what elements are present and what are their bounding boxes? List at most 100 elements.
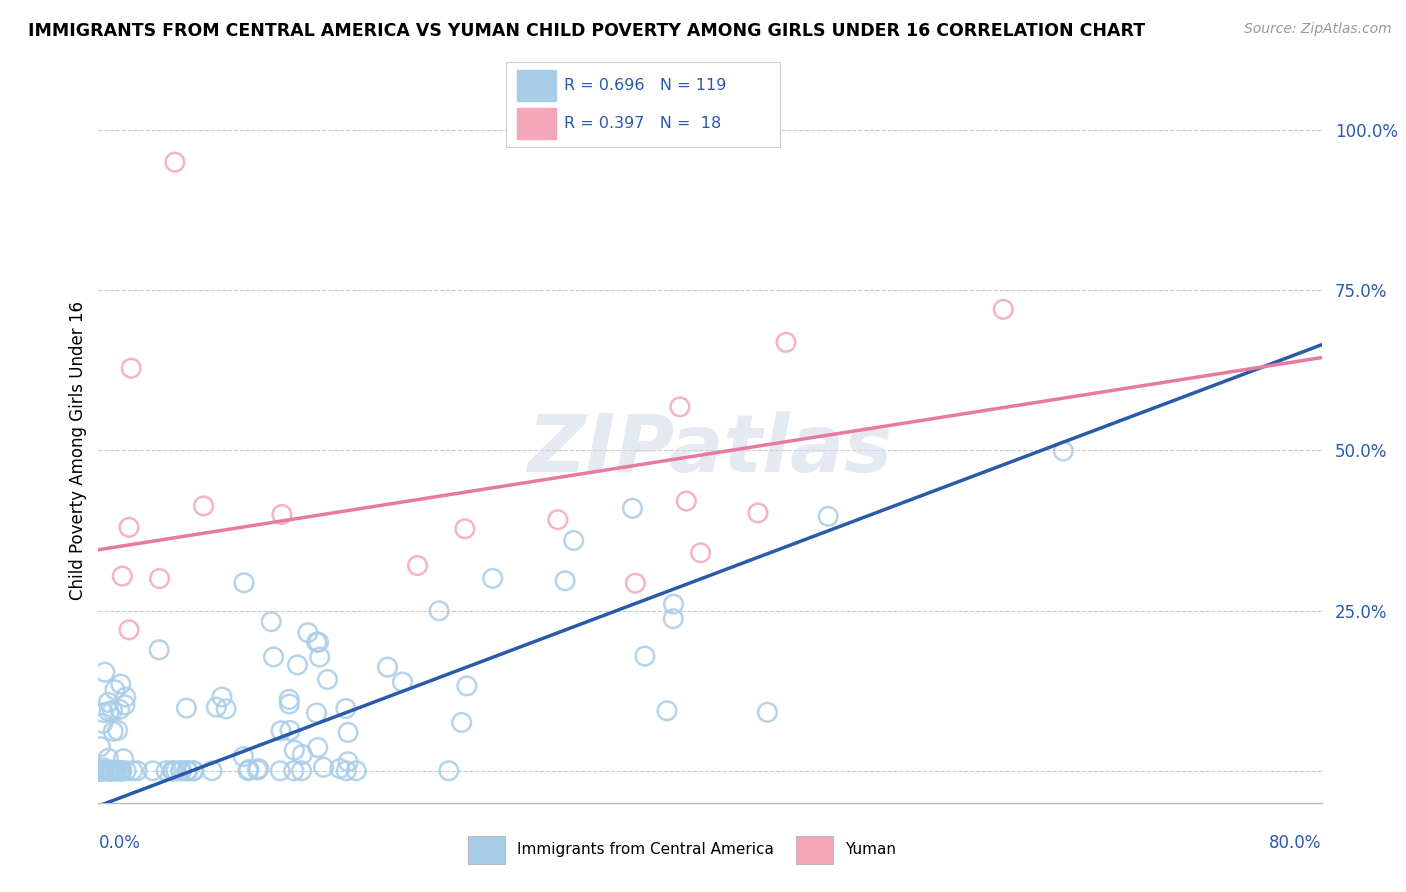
Text: 0.0%: 0.0%	[98, 834, 141, 852]
Point	[177, 764, 200, 778]
Point	[454, 522, 477, 536]
Point	[193, 499, 215, 513]
Point	[291, 747, 314, 762]
Point	[100, 764, 122, 778]
Point	[120, 361, 142, 376]
Point	[377, 660, 399, 674]
Point	[993, 302, 1015, 317]
Point	[481, 571, 503, 585]
Point	[118, 520, 141, 534]
Point	[183, 764, 205, 778]
Point	[93, 761, 115, 775]
Point	[181, 764, 204, 778]
Point	[148, 642, 170, 657]
Point	[305, 635, 328, 649]
Point	[110, 764, 132, 778]
Bar	[517, 70, 555, 101]
Point	[621, 501, 644, 516]
Text: R = 0.397   N =  18: R = 0.397 N = 18	[564, 116, 721, 131]
Point	[287, 657, 309, 672]
Point	[201, 764, 224, 778]
Point	[263, 649, 285, 664]
Point	[747, 506, 769, 520]
Point	[93, 764, 115, 778]
Point	[305, 706, 328, 720]
Point	[344, 764, 367, 778]
Point	[427, 604, 450, 618]
Point	[270, 723, 292, 738]
Point	[1052, 444, 1074, 458]
Point	[127, 764, 149, 778]
Text: Yuman: Yuman	[845, 842, 896, 857]
Point	[93, 706, 115, 720]
Point	[662, 612, 685, 626]
Point	[89, 764, 111, 778]
Point	[406, 558, 429, 573]
Point	[269, 764, 291, 778]
Point	[87, 764, 110, 778]
Point	[232, 749, 254, 764]
Bar	[796, 836, 832, 863]
Point	[87, 764, 110, 778]
Point	[278, 692, 301, 706]
Point	[335, 701, 357, 715]
Point	[110, 764, 132, 778]
Point	[108, 764, 131, 778]
Point	[290, 764, 312, 778]
Point	[97, 695, 120, 709]
Point	[91, 716, 114, 731]
Point	[437, 764, 460, 778]
Point	[662, 597, 685, 611]
Point	[297, 625, 319, 640]
Point	[308, 650, 330, 665]
Point	[238, 763, 260, 777]
Point	[817, 509, 839, 524]
Point	[278, 697, 301, 711]
Point	[205, 700, 228, 714]
Point	[98, 764, 121, 778]
Point	[118, 623, 141, 637]
Point	[312, 760, 335, 774]
Text: IMMIGRANTS FROM CENTRAL AMERICA VS YUMAN CHILD POVERTY AMONG GIRLS UNDER 16 CORR: IMMIGRANTS FROM CENTRAL AMERICA VS YUMAN…	[28, 22, 1146, 40]
Point	[111, 569, 134, 583]
Point	[100, 764, 122, 778]
Point	[91, 764, 114, 778]
Point	[114, 698, 136, 712]
Bar	[517, 108, 555, 139]
Point	[94, 764, 117, 778]
Point	[104, 682, 127, 697]
Point	[111, 764, 134, 778]
Point	[283, 764, 305, 778]
Text: ZIPatlas: ZIPatlas	[527, 411, 893, 490]
Point	[97, 751, 120, 765]
Text: Immigrants from Central America: Immigrants from Central America	[517, 842, 775, 857]
Point	[89, 764, 111, 778]
Point	[450, 715, 472, 730]
Point	[114, 690, 136, 704]
Point	[121, 764, 143, 778]
Point	[104, 764, 127, 778]
Point	[112, 752, 135, 766]
Point	[456, 679, 478, 693]
Point	[307, 740, 329, 755]
Point	[103, 764, 125, 778]
Point	[247, 762, 270, 776]
Point	[108, 702, 131, 716]
Point	[246, 763, 269, 777]
Point	[94, 665, 117, 680]
Point	[101, 724, 124, 739]
Point	[97, 764, 120, 778]
Point	[163, 155, 186, 169]
Point	[236, 764, 259, 778]
Point	[675, 494, 697, 508]
Point	[337, 725, 360, 739]
Point	[97, 763, 120, 777]
Point	[91, 764, 114, 778]
Point	[162, 764, 184, 778]
Point	[149, 572, 172, 586]
Point	[634, 649, 657, 664]
Point	[624, 576, 647, 591]
Point	[176, 764, 198, 778]
Point	[87, 764, 110, 778]
Point	[97, 764, 120, 778]
